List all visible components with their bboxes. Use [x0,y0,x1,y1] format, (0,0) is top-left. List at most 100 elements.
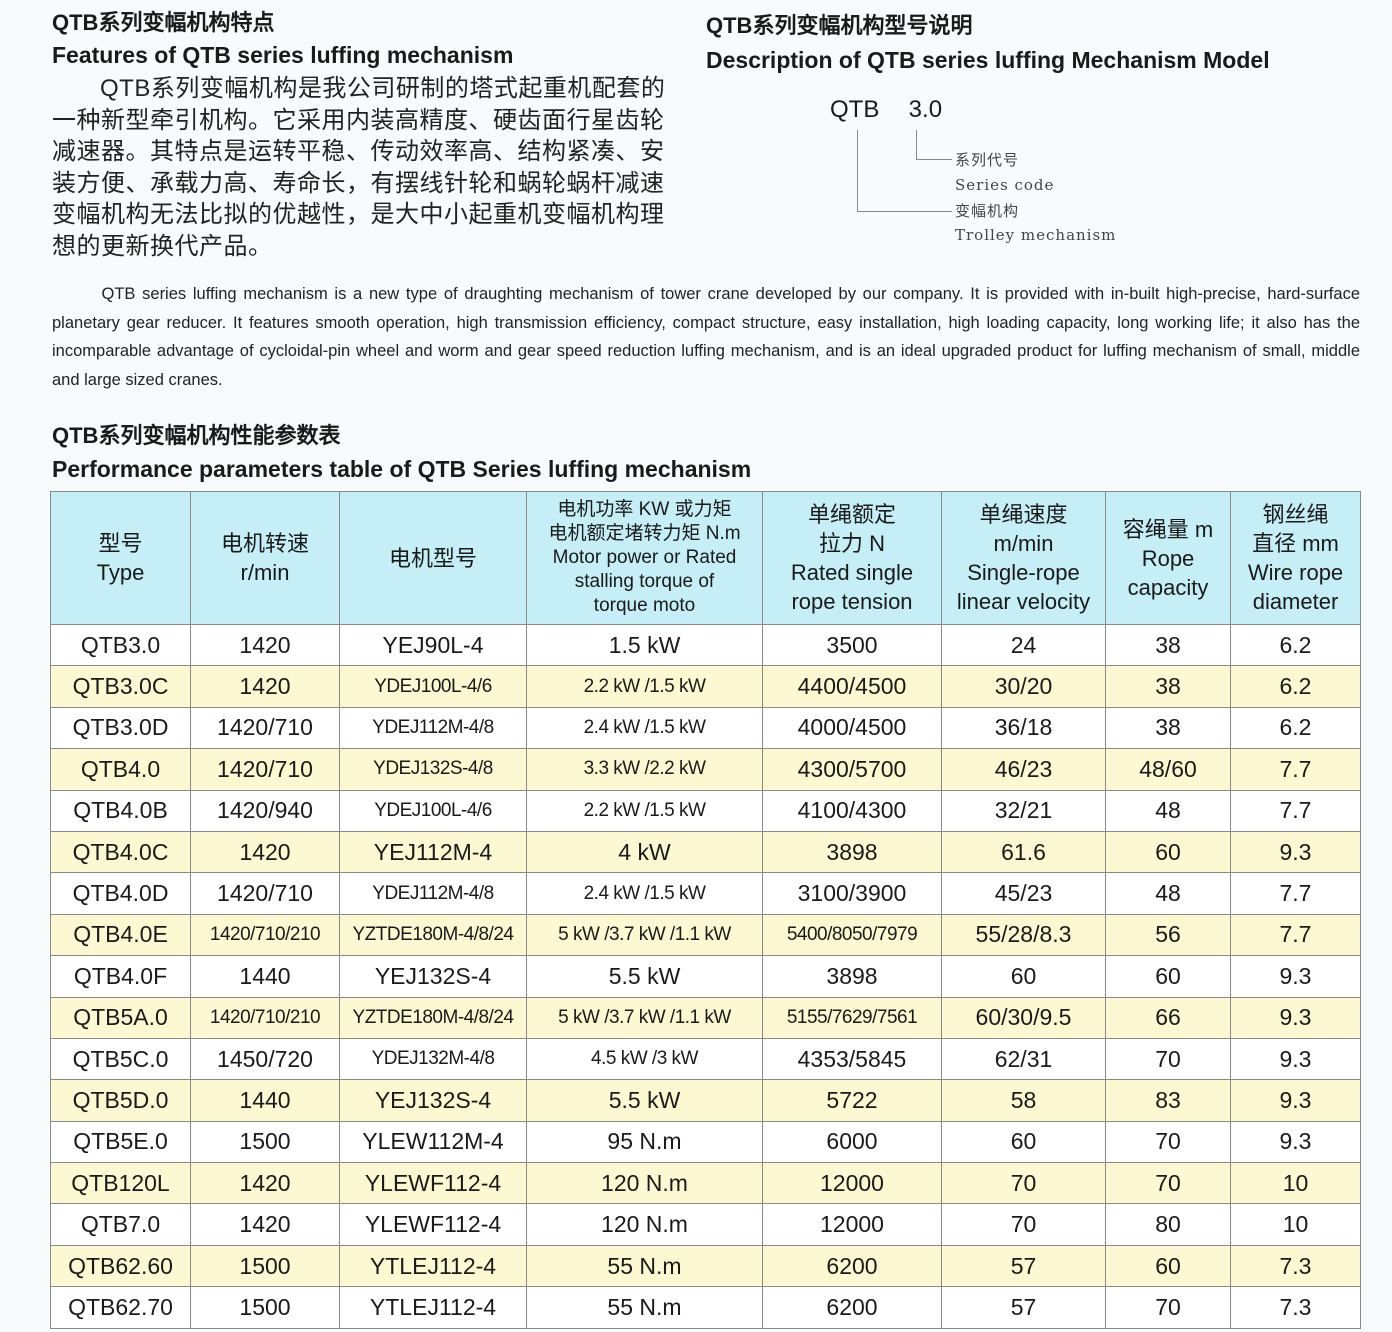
cell-velocity: 60 [941,955,1106,998]
cell-velocity: 61.6 [941,830,1106,874]
cell-tension: 3898 [762,955,942,998]
cell-power: 4.5 kW /3 kW [526,1037,763,1081]
cell-type: QTB3.0 [50,623,191,667]
table-row: QTB5C.0 1450/720 YDEJ132M-4/8 4.5 kW /3 kW 4… [50,1037,1361,1081]
cell-capacity: 70 [1105,1120,1231,1164]
cell-tension: 5400/8050/7979 [762,913,942,957]
cell-motor-model: YDEJ100L-4/6 [339,665,527,708]
cell-diameter: 9.3 [1230,1120,1361,1164]
table-row: QTB120L 1420 YLEWF112-4 120 N.m 12000 70 70 10 [50,1162,1361,1205]
cell-capacity: 80 [1105,1203,1231,1246]
cell-tension: 4000/4500 [762,706,942,750]
cell-capacity: 48 [1105,872,1231,915]
table-title-en: Performance parameters table of QTB Seri… [52,456,752,482]
cell-type: QTB3.0D [50,706,191,750]
cell-capacity: 60 [1105,1244,1231,1288]
cell-speed: 1500 [190,1244,340,1288]
table-row: QTB3.0C 1420 YDEJ100L-4/6 2.2 kW /1.5 kW 440… [50,665,1361,708]
cell-capacity: 48/60 [1105,748,1231,791]
header-velocity: 单绳速度 m/min Single-rope linear velocity [941,491,1106,625]
header-line: r/min [240,560,290,585]
cell-diameter: 9.3 [1230,996,1361,1039]
cell-velocity: 70 [941,1162,1106,1205]
cell-type: QTB62.70 [50,1286,191,1329]
cell-velocity: 57 [941,1286,1106,1329]
cell-speed: 1420 [190,830,340,874]
header-line: 直径 mm [1252,531,1339,556]
cell-type: QTB4.0E [50,913,191,957]
cell-tension: 12000 [762,1162,942,1205]
cell-speed: 1420 [190,623,340,667]
trolley-connector [857,130,858,211]
header-motor-model: 电机型号 [339,491,527,625]
cell-motor-model: YLEWF112-4 [339,1203,527,1246]
header-type: 型号 Type [50,491,191,625]
header-line: 电机转速 [220,531,309,556]
table-row: QTB4.0E 1420/710/210 YZTDE180M-4/8/24 5 kW … [50,913,1361,957]
cell-velocity: 45/23 [941,872,1106,915]
cell-motor-model: YDEJ132M-4/8 [339,1037,527,1081]
cell-tension: 4400/4500 [762,665,942,708]
model-code: QTB 3.0 [830,96,943,123]
cell-tension: 5722 [762,1079,942,1122]
cell-motor-model: YZTDE180M-4/8/24 [339,913,527,957]
cell-capacity: 60 [1105,955,1231,998]
cell-tension: 3100/3900 [762,872,942,915]
header-line: 容绳量 m [1122,516,1214,542]
table-row: QTB62.60 1500 YTLEJ112-4 55 N.m 6200 57 60 7.3 [50,1244,1361,1288]
cell-power: 55 N.m [526,1244,763,1288]
header-line: Type [96,560,145,585]
cell-motor-model: YDEJ100L-4/6 [339,789,527,832]
header-line: Motor power or Rated [552,547,737,568]
cell-power: 95 N.m [526,1120,763,1164]
header-line: Rated single [790,560,914,585]
cell-type: QTB120L [50,1162,191,1205]
cell-speed: 1440 [190,1079,340,1122]
cell-power: 120 N.m [526,1162,763,1205]
features-title-en: Features of QTB series luffing mechanism [52,42,514,68]
cell-tension: 3898 [762,830,942,874]
table-row: QTB3.0D 1420/710 YDEJ112M-4/8 2.4 kW /1.5 k… [50,706,1361,750]
cell-capacity: 38 [1105,665,1231,708]
cell-diameter: 7.7 [1230,913,1361,957]
table-row: QTB4.0B 1420/940 YDEJ100L-4/6 2.2 kW /1.5 k… [50,789,1361,832]
cell-power: 2.4 kW /1.5 kW [526,872,763,915]
cell-motor-model: YDEJ132S-4/8 [339,748,527,791]
cell-motor-model: YTLEJ112-4 [339,1244,527,1288]
cell-speed: 1500 [190,1286,340,1329]
cell-velocity: 46/23 [941,748,1106,791]
header-line: Rope [1141,545,1195,571]
cell-power: 5.5 kW [526,1079,763,1122]
series-label-en: Series code [955,176,1055,194]
cell-type: QTB5A.0 [50,996,191,1039]
cell-power: 1.5 kW [526,623,763,667]
cell-type: QTB3.0C [50,665,191,708]
cell-speed: 1440 [190,955,340,998]
cell-power: 2.2 kW /1.5 kW [526,665,763,708]
cell-capacity: 70 [1105,1162,1231,1205]
cell-capacity: 38 [1105,623,1231,667]
cell-diameter: 6.2 [1230,665,1361,708]
table-row: QTB7.0 1420 YLEWF112-4 120 N.m 12000 70 80 10 [50,1203,1361,1246]
header-line: 电机功率 KW 或力矩 [557,499,732,520]
header-line: capacity [1127,574,1209,600]
header-diameter: 钢丝绳 直径 mm Wire rope diameter [1230,491,1361,625]
cell-capacity: 70 [1105,1286,1231,1329]
cell-diameter: 7.7 [1230,872,1361,915]
cell-tension: 4300/5700 [762,748,942,791]
cell-diameter: 7.3 [1230,1286,1361,1329]
cell-speed: 1420 [190,1162,340,1205]
cell-velocity: 24 [941,623,1106,667]
table-row: QTB4.0C 1420 YEJ112M-4 4 kW 3898 61.6 60 9.3 [50,830,1361,874]
intro-paragraph-en: QTB series luffing mechanism is a new ty… [52,285,1360,389]
table-row: QTB5E.0 1500 YLEW112M-4 95 N.m 6000 60 70 9.3 [50,1120,1361,1164]
cell-capacity: 56 [1105,913,1231,957]
cell-motor-model: YDEJ112M-4/8 [339,872,527,915]
cell-type: QTB4.0C [50,830,191,874]
cell-speed: 1420/710 [190,872,340,915]
header-power: 电机功率 KW 或力矩 电机额定堵转力矩 N.m Motor power or Ra… [526,491,763,625]
cell-diameter: 7.7 [1230,789,1361,832]
cell-speed: 1450/720 [190,1037,340,1081]
header-line: 单绳速度 [979,502,1068,527]
features-title-cn: QTB系列变幅机构特点 [52,10,275,35]
